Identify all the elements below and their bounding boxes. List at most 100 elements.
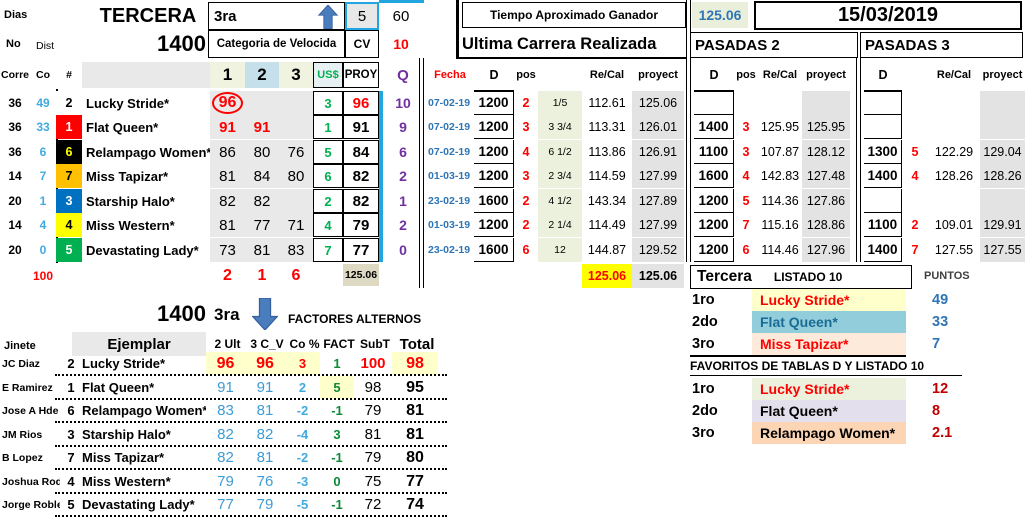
fecha-cell[interactable]: 01-03-19 xyxy=(428,170,471,182)
corre-cell[interactable]: 14 xyxy=(8,218,22,232)
rank-label[interactable]: 2do xyxy=(692,314,718,330)
proy-cell[interactable]: 82 xyxy=(343,189,379,213)
subt-header[interactable]: SubT xyxy=(360,337,390,351)
cv-cell[interactable]: 81 xyxy=(256,402,274,419)
d-cell[interactable] xyxy=(694,91,734,115)
margin-cell[interactable]: 6 1/2 xyxy=(538,140,582,164)
distance-value[interactable]: 1400 xyxy=(157,31,206,56)
u2-cell[interactable]: 91 xyxy=(217,379,234,396)
rank-label[interactable]: 1ro xyxy=(692,292,715,308)
score2-cell[interactable]: 91 xyxy=(245,115,279,139)
pos-cell[interactable]: 4 xyxy=(522,145,530,159)
u2-cell[interactable]: 83 xyxy=(217,402,234,419)
score1-cell[interactable]: 81 xyxy=(210,213,245,237)
pos-cell[interactable]: 4 xyxy=(742,169,750,183)
co-cell[interactable]: 33 xyxy=(36,120,50,134)
q-cell[interactable]: 1 xyxy=(399,193,407,209)
race-title[interactable]: TERCERA xyxy=(99,4,197,27)
proyect-cell[interactable]: 127.86 xyxy=(802,189,850,213)
uss-rank-cell[interactable]: 6 xyxy=(313,164,343,188)
horse-name[interactable]: Flat Queen* xyxy=(82,380,155,395)
cv-cell[interactable]: 76 xyxy=(256,473,274,490)
proyect-cell[interactable]: 127.99 xyxy=(632,164,684,188)
q-cell[interactable]: 2 xyxy=(399,217,407,233)
proyect-cell[interactable]: 126.91 xyxy=(632,140,684,164)
jinete-cell[interactable]: JM Rios xyxy=(2,428,43,441)
d-header[interactable]: D xyxy=(709,68,719,82)
recal-cell[interactable]: 127.55 xyxy=(934,243,974,257)
pos-cell[interactable]: 4 xyxy=(911,169,919,183)
cv-value-cell[interactable]: 10 xyxy=(393,36,409,52)
fecha-cell[interactable]: 01-03-19 xyxy=(428,219,471,231)
score3-cell[interactable] xyxy=(279,115,313,139)
proy-cell[interactable]: 82 xyxy=(343,164,379,188)
proyect-cell[interactable]: 127.89 xyxy=(632,189,684,213)
pos-cell[interactable]: 5 xyxy=(742,194,750,208)
u2-cell[interactable]: 77 xyxy=(217,496,234,513)
num-cell[interactable]: 2 xyxy=(67,356,75,371)
proy-cell[interactable]: 91 xyxy=(343,115,379,139)
subt-cell[interactable]: 72 xyxy=(364,496,382,513)
d-cell[interactable]: 1200 xyxy=(474,140,514,164)
pos-cell[interactable]: 2 xyxy=(522,218,530,232)
co-total[interactable]: 100 xyxy=(32,269,54,283)
d-cell[interactable]: 1400 xyxy=(864,238,902,262)
subt-cell[interactable]: 81 xyxy=(364,426,382,443)
recal-cell[interactable]: 122.29 xyxy=(934,145,974,159)
corre-cell[interactable]: 36 xyxy=(8,96,22,110)
u2-cell[interactable]: 96 xyxy=(206,352,245,375)
fecha-cell[interactable]: 07-02-19 xyxy=(428,97,471,109)
cv-cell[interactable]: 91 xyxy=(256,379,274,396)
d-cell[interactable]: 1300 xyxy=(864,140,902,164)
listado-horse[interactable]: Lucky Stride* xyxy=(752,289,906,311)
proy-cell[interactable]: 77 xyxy=(343,238,379,262)
d-cell[interactable]: 1200 xyxy=(694,213,734,237)
pos-cell[interactable]: 3 xyxy=(522,169,530,183)
d-cell[interactable]: 1200 xyxy=(694,238,734,262)
d-cell[interactable]: 1200 xyxy=(474,213,514,237)
fact-cell[interactable]: -1 xyxy=(331,403,343,418)
horse-name[interactable]: Lucky Stride* xyxy=(86,95,170,111)
race-date[interactable]: 15/03/2019 xyxy=(754,1,1022,30)
co-cell[interactable]: 1 xyxy=(39,194,47,208)
fact-cell[interactable]: -1 xyxy=(331,497,343,512)
points-value[interactable]: 33 xyxy=(932,314,949,330)
recal-cell[interactable]: 107.87 xyxy=(760,145,800,159)
d-cell[interactable]: 1600 xyxy=(694,164,734,188)
pos-cell[interactable]: 7 xyxy=(911,243,919,257)
proyect-cell[interactable] xyxy=(980,189,1025,213)
uss-rank-cell[interactable]: 7 xyxy=(313,238,343,262)
proyect-header[interactable]: proyect xyxy=(638,69,678,81)
recal-cell[interactable]: 109.01 xyxy=(934,218,974,232)
recal-cell[interactable]: 144.87 xyxy=(587,243,627,257)
dias-label[interactable]: Dias xyxy=(4,9,28,21)
fecha-cell[interactable]: 07-02-19 xyxy=(428,146,471,158)
total-cell[interactable]: 74 xyxy=(406,495,424,513)
pos-cell[interactable]: 3 xyxy=(522,120,530,134)
d-cell[interactable]: 1600 xyxy=(474,238,514,262)
pos-cell[interactable]: 2 xyxy=(911,218,919,232)
num-header[interactable]: # xyxy=(66,69,72,81)
puntos-label[interactable]: PUNTOS xyxy=(924,270,970,282)
recal-cell[interactable]: 113.31 xyxy=(588,120,626,134)
proyect-cell[interactable]: 129.04 xyxy=(980,140,1025,164)
cv-label-cell[interactable]: CV xyxy=(345,30,379,58)
score2-cell[interactable]: 81 xyxy=(245,238,279,262)
horse-number-badge[interactable]: 7 xyxy=(56,164,82,188)
num-cell[interactable]: 3 xyxy=(67,427,75,442)
listado-title-box[interactable]: Tercera LISTADO 10 xyxy=(690,265,912,289)
co-cell[interactable]: 7 xyxy=(39,169,47,183)
proyect-cell[interactable]: 127.96 xyxy=(802,238,850,262)
proy-cell[interactable]: 79 xyxy=(343,213,379,237)
cv-cell[interactable]: 82 xyxy=(256,426,274,443)
jinete-cell[interactable]: Joshua Rod xyxy=(2,475,60,488)
horse-name[interactable]: Flat Queen* xyxy=(86,119,159,135)
horse-number-badge[interactable]: 2 xyxy=(56,91,82,115)
fecha-cell[interactable]: 23-02-19 xyxy=(428,244,471,256)
cv-cell[interactable]: 96 xyxy=(245,352,285,375)
factores-race-code[interactable]: 3ra xyxy=(214,305,240,324)
points-value[interactable]: 7 xyxy=(932,336,941,352)
pos-cell[interactable] xyxy=(734,91,758,115)
proyect-cell[interactable]: 129.91 xyxy=(980,213,1025,237)
fecha-cell[interactable]: 23-02-19 xyxy=(428,195,471,207)
